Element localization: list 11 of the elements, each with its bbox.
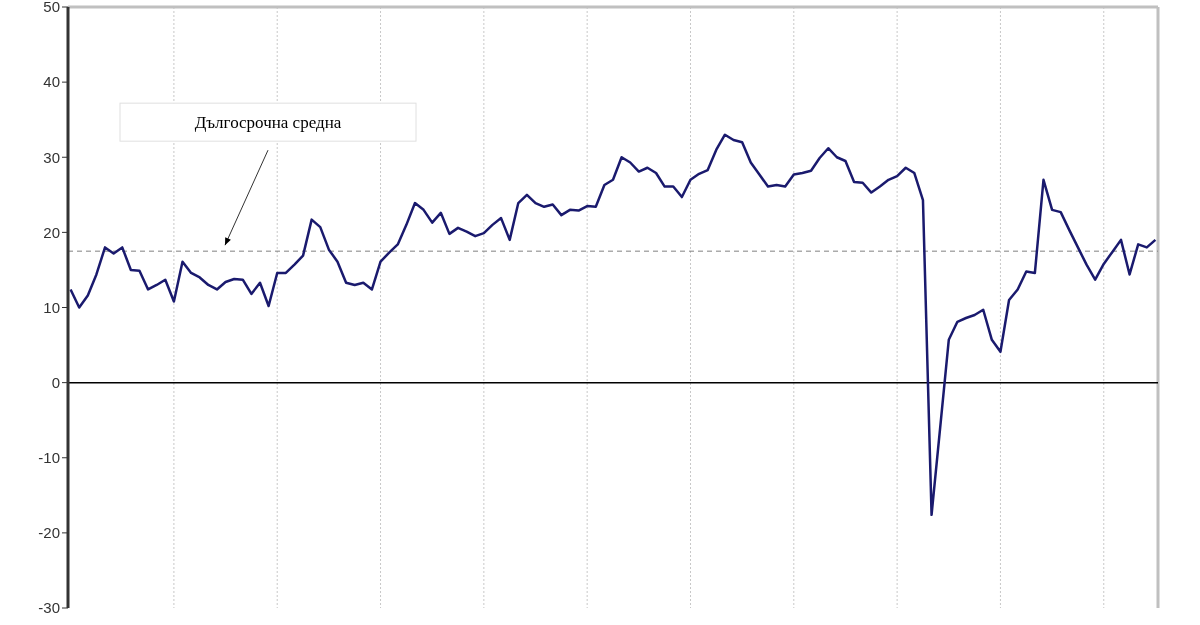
line-series <box>69 133 1157 517</box>
y-tick-label: 10 <box>43 298 60 316</box>
y-tick-label: 50 <box>43 0 60 16</box>
y-tick-label: -30 <box>38 599 60 617</box>
y-tick-label: -20 <box>38 524 60 542</box>
y-tick-label: 30 <box>43 148 60 166</box>
ref-line-label: Дългосрочна средна <box>194 113 342 133</box>
y-tick-label: 40 <box>43 73 60 91</box>
y-tick-label: 0 <box>51 373 60 391</box>
y-tick-label: -10 <box>38 449 60 467</box>
y-tick-label: 20 <box>43 223 60 241</box>
